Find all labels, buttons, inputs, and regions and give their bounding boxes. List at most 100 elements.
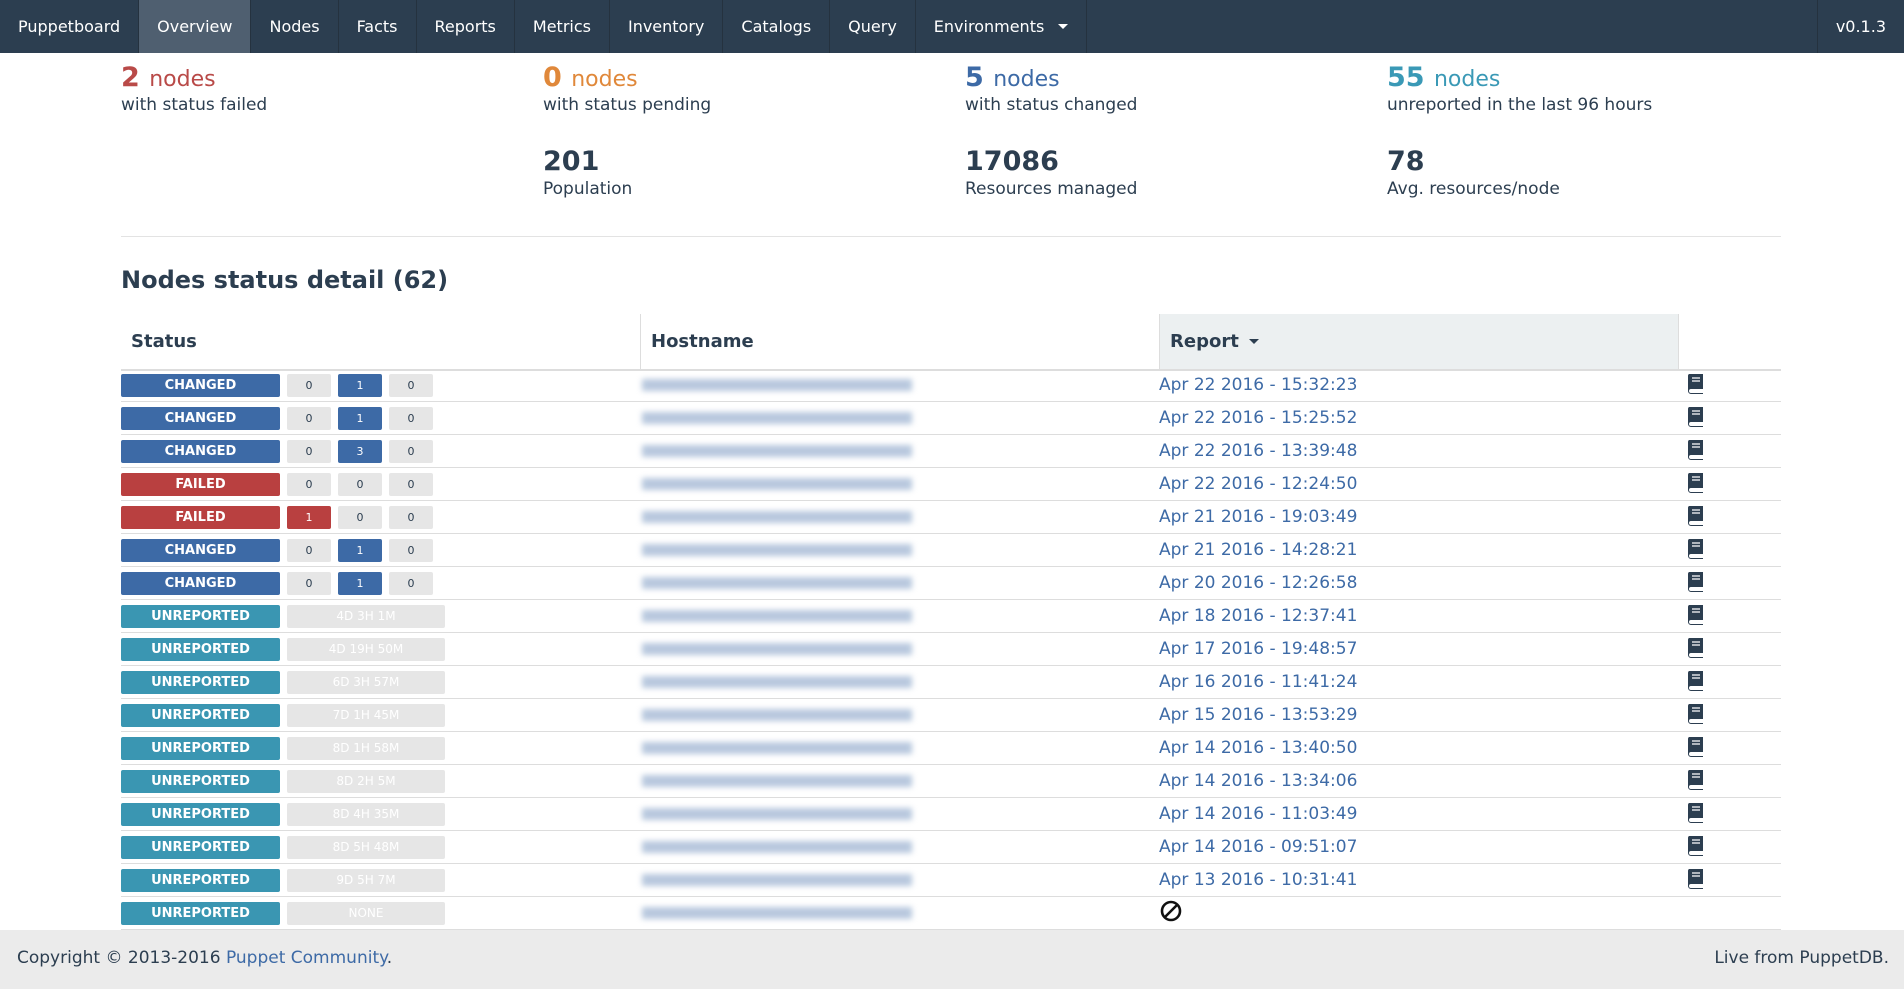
brand[interactable]: Puppetboard	[0, 0, 140, 53]
status-badge[interactable]: CHANGED	[121, 538, 280, 562]
catalog-icon[interactable]	[1683, 734, 1707, 758]
report-cell: Apr 22 2016 - 12:24:50	[1159, 474, 1678, 494]
hostname-blurred[interactable]	[642, 412, 912, 424]
report-link[interactable]: Apr 22 2016 - 15:32:23	[1159, 375, 1358, 395]
catalog-icon[interactable]	[1683, 635, 1707, 659]
status-badge[interactable]: UNREPORTED	[121, 670, 280, 694]
column-header[interactable]: Status	[121, 314, 640, 369]
hostname-blurred[interactable]	[642, 379, 912, 391]
hostname-cell	[640, 544, 1159, 556]
hostname-blurred[interactable]	[642, 775, 912, 787]
report-link[interactable]: Apr 18 2016 - 12:37:41	[1159, 606, 1358, 626]
hostname-blurred[interactable]	[642, 478, 912, 490]
icon-cell	[1678, 503, 1781, 531]
catalog-icon[interactable]	[1683, 701, 1707, 725]
catalog-icon[interactable]	[1683, 536, 1707, 560]
status-cell: UNREPORTED 4D 3H 1M	[121, 604, 640, 628]
status-badge[interactable]: UNREPORTED	[121, 901, 280, 925]
stat-value: 5 nodes	[965, 62, 1385, 93]
count: 0	[287, 571, 331, 595]
report-link[interactable]: Apr 14 2016 - 13:40:50	[1159, 738, 1358, 758]
number: 0	[543, 62, 562, 93]
report-link[interactable]: Apr 16 2016 - 11:41:24	[1159, 672, 1358, 692]
nav-item[interactable]: Nodes	[251, 0, 339, 53]
report-link[interactable]: Apr 14 2016 - 09:51:07	[1159, 837, 1358, 857]
hostname-blurred[interactable]	[642, 841, 912, 853]
status-cell: CHANGED 0 1 0	[121, 373, 640, 397]
stat-value: 0 nodes	[543, 62, 963, 93]
catalog-icon[interactable]	[1683, 800, 1707, 824]
nav-item[interactable]: Metrics	[515, 0, 610, 53]
report-link[interactable]: Apr 17 2016 - 19:48:57	[1159, 639, 1358, 659]
hostname-cell	[640, 511, 1159, 523]
nav-item[interactable]: Environments	[916, 0, 1088, 53]
link[interactable]: Puppet Community	[225, 948, 387, 968]
status-badge[interactable]: UNREPORTED	[121, 835, 280, 859]
status-badge[interactable]: FAILED	[121, 505, 280, 529]
hostname-blurred[interactable]	[642, 676, 912, 688]
nav-item[interactable]: Reports	[417, 0, 515, 53]
catalog-icon[interactable]	[1683, 371, 1707, 395]
nav-item[interactable]: Catalogs	[723, 0, 831, 53]
catalog-icon[interactable]	[1683, 767, 1707, 791]
column-header[interactable]: Hostname	[640, 314, 1159, 369]
hostname-blurred[interactable]	[642, 874, 912, 886]
catalog-icon[interactable]	[1683, 437, 1707, 461]
status-badge[interactable]: UNREPORTED	[121, 703, 280, 727]
total: 17086 Resources managed	[965, 146, 1385, 199]
catalog-icon[interactable]	[1683, 866, 1707, 890]
report-link[interactable]: Apr 20 2016 - 12:26:58	[1159, 573, 1358, 593]
catalog-icon[interactable]	[1683, 569, 1707, 593]
hostname-blurred[interactable]	[642, 907, 912, 919]
hostname-blurred[interactable]	[642, 445, 912, 457]
status-badge[interactable]: FAILED	[121, 472, 280, 496]
report-link[interactable]: Apr 21 2016 - 19:03:49	[1159, 507, 1358, 527]
report-cell: Apr 13 2016 - 10:31:41	[1159, 870, 1678, 890]
status-badge[interactable]: CHANGED	[121, 439, 280, 463]
total-value: 17086	[965, 146, 1059, 177]
status-badge[interactable]: UNREPORTED	[121, 868, 280, 892]
status-cell: UNREPORTED 8D 1H 58M	[121, 736, 640, 760]
report-link[interactable]: Apr 14 2016 - 11:03:49	[1159, 804, 1358, 824]
catalog-icon[interactable]	[1683, 503, 1707, 527]
report-cell: Apr 22 2016 - 15:25:52	[1159, 408, 1678, 428]
nav-item[interactable]: Overview	[139, 0, 252, 53]
status-badge[interactable]: UNREPORTED	[121, 604, 280, 628]
hostname-blurred[interactable]	[642, 544, 912, 556]
number: 55	[1387, 62, 1425, 93]
report-link[interactable]: Apr 13 2016 - 10:31:41	[1159, 870, 1358, 890]
table-row: CHANGED 0 3 0 Apr 22 2016 - 13:39:48	[121, 435, 1781, 468]
hostname-cell	[640, 577, 1159, 589]
report-link[interactable]: Apr 22 2016 - 15:25:52	[1159, 408, 1358, 428]
catalog-icon[interactable]	[1683, 833, 1707, 857]
status-badge[interactable]: UNREPORTED	[121, 637, 280, 661]
hostname-cell	[640, 478, 1159, 490]
catalog-icon[interactable]	[1683, 470, 1707, 494]
catalog-icon[interactable]	[1683, 668, 1707, 692]
nav-item[interactable]: Query	[830, 0, 916, 53]
catalog-icon[interactable]	[1683, 602, 1707, 626]
status-badge[interactable]: CHANGED	[121, 571, 280, 595]
hostname-blurred[interactable]	[642, 610, 912, 622]
hostname-blurred[interactable]	[642, 709, 912, 721]
status-badge[interactable]: UNREPORTED	[121, 802, 280, 826]
hostname-blurred[interactable]	[642, 643, 912, 655]
hostname-blurred[interactable]	[642, 577, 912, 589]
status-badge[interactable]: UNREPORTED	[121, 736, 280, 760]
nav-item[interactable]: Inventory	[610, 0, 724, 53]
nav-item[interactable]: Facts	[339, 0, 417, 53]
report-link[interactable]: Apr 22 2016 - 13:39:48	[1159, 441, 1358, 461]
catalog-icon[interactable]	[1683, 404, 1707, 428]
count: 0	[389, 571, 433, 595]
report-link[interactable]: Apr 15 2016 - 13:53:29	[1159, 705, 1358, 725]
hostname-blurred[interactable]	[642, 742, 912, 754]
hostname-blurred[interactable]	[642, 808, 912, 820]
status-badge[interactable]: CHANGED	[121, 406, 280, 430]
column-header[interactable]: Report	[1159, 314, 1678, 369]
report-link[interactable]: Apr 22 2016 - 12:24:50	[1159, 474, 1358, 494]
report-link[interactable]: Apr 21 2016 - 14:28:21	[1159, 540, 1358, 560]
hostname-blurred[interactable]	[642, 511, 912, 523]
status-badge[interactable]: CHANGED	[121, 373, 280, 397]
status-badge[interactable]: UNREPORTED	[121, 769, 280, 793]
report-link[interactable]: Apr 14 2016 - 13:34:06	[1159, 771, 1358, 791]
